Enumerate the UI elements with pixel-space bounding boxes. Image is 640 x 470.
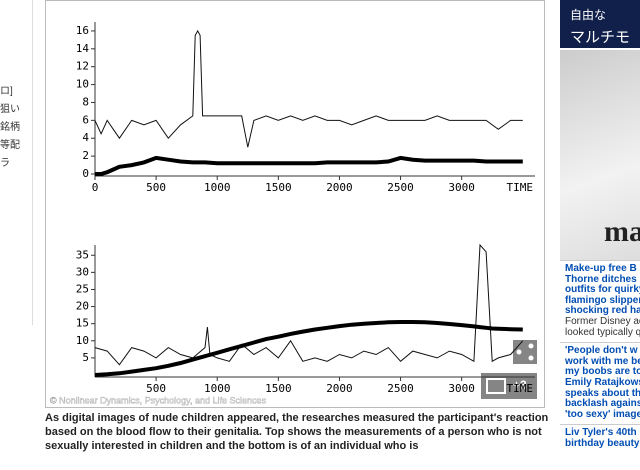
text-fragment: ラ: [0, 158, 10, 169]
x-tick-label: 2000: [326, 181, 353, 194]
headline-line: 'People don't w: [565, 345, 638, 357]
sidebar-image[interactable]: ma: [560, 50, 640, 260]
x-tick-label: 1000: [204, 382, 231, 395]
x-tick-label: 1500: [265, 382, 292, 395]
headline-line: Thorne ditches h: [565, 273, 640, 285]
watermark: © Nonlinear Dynamics, Psychology, and Li…: [50, 395, 267, 405]
y-tick-label: 2: [82, 149, 89, 162]
data-line: [94, 320, 523, 377]
y-tick-label: 8: [82, 95, 89, 108]
headline-list: Make-up free B Thorne ditches h outfits fo…: [560, 260, 640, 454]
ad-line: 自由な: [570, 8, 607, 22]
sidebar: 自由なマルチモ ma Make-up free B Thorne ditches …: [560, 0, 640, 470]
y-tick-label: 10: [76, 78, 89, 91]
y-tick-label: 0: [82, 167, 89, 180]
share-icon: [528, 355, 534, 361]
caption: As digital images of nude children appea…: [45, 412, 549, 452]
headline[interactable]: Liv Tyler's 40th birthday beauty: [560, 424, 640, 453]
headline-line: speaks about th: [565, 387, 640, 399]
camera-icon: [486, 378, 506, 394]
x-tick-label: 3000: [448, 382, 475, 395]
y-tick-label: 16: [76, 24, 89, 37]
text-fragment: 狙い: [0, 104, 20, 115]
headline-line: work with me be: [565, 355, 640, 367]
data-line: [95, 155, 523, 176]
ad[interactable]: 自由な マルチモ: [560, 0, 640, 48]
y-tick-label: 4: [82, 131, 89, 144]
headline-sub: looked typically q: [565, 326, 640, 338]
y-tick-label: 35: [76, 248, 89, 261]
headline[interactable]: Make-up free B Thorne ditches h outfits fo…: [560, 260, 640, 342]
headline-line: my boobs are to: [565, 366, 640, 378]
ad-line: マルチモ: [570, 29, 631, 46]
x-tick-label: 3000: [448, 181, 475, 194]
y-tick-label: 6: [82, 113, 89, 126]
article-image: © Nonlinear Dynamics, Psychology, and Li…: [45, 0, 545, 408]
headline-line: flamingo slipper: [565, 294, 640, 306]
logo: ma: [604, 215, 640, 248]
y-tick-label: 5: [82, 351, 89, 364]
left-column: ロ] 狙い銘柄等配ラ: [0, 0, 33, 325]
headline[interactable]: 'People don't w work with me be my boobs a…: [560, 342, 640, 424]
x-tick-label: 2500: [387, 382, 414, 395]
y-tick-label: 15: [76, 317, 89, 330]
y-tick-label: 30: [76, 265, 89, 278]
headline-line: 'too sexy' image: [565, 408, 640, 420]
headline-line: outfits for quirky: [565, 284, 640, 296]
x-tick-label: 500: [146, 181, 166, 194]
headline-line: Make-up free B: [565, 263, 637, 274]
y-tick-label: 20: [76, 300, 89, 313]
y-tick-label: 14: [76, 42, 90, 55]
x-tick-label: 2000: [326, 382, 353, 395]
data-line: [94, 29, 523, 148]
data-line: [94, 243, 524, 366]
x-tick-label: 1500: [265, 181, 292, 194]
photo-count: +3: [513, 378, 527, 392]
x-axis-label: TIME: [507, 181, 534, 194]
x-tick-label: 500: [146, 382, 166, 395]
headline-line: shocking red ha: [565, 305, 640, 317]
headline-line: birthday beauty: [565, 437, 640, 449]
text-fragment: 銘柄: [0, 122, 20, 133]
y-tick-label: 12: [76, 60, 89, 73]
headline-line: Liv Tyler's 40th: [565, 427, 637, 439]
x-tick-label: 0: [92, 181, 99, 194]
share-icon: [528, 343, 534, 349]
text-fragment: ロ]: [0, 86, 13, 97]
text-fragment: 等配: [0, 140, 20, 151]
headline-line: Emily Ratajkows: [565, 376, 640, 388]
image-frame: [45, 0, 545, 408]
headline-sub: Former Disney ac: [565, 315, 640, 327]
x-axis-label: TIME: [507, 382, 534, 395]
y-tick-label: 10: [76, 334, 89, 347]
y-tick-label: 25: [76, 282, 89, 295]
headline-line: backlash agains: [565, 398, 640, 410]
x-tick-label: 2500: [387, 181, 414, 194]
share-icon: [516, 349, 522, 355]
x-tick-label: 1000: [204, 181, 231, 194]
